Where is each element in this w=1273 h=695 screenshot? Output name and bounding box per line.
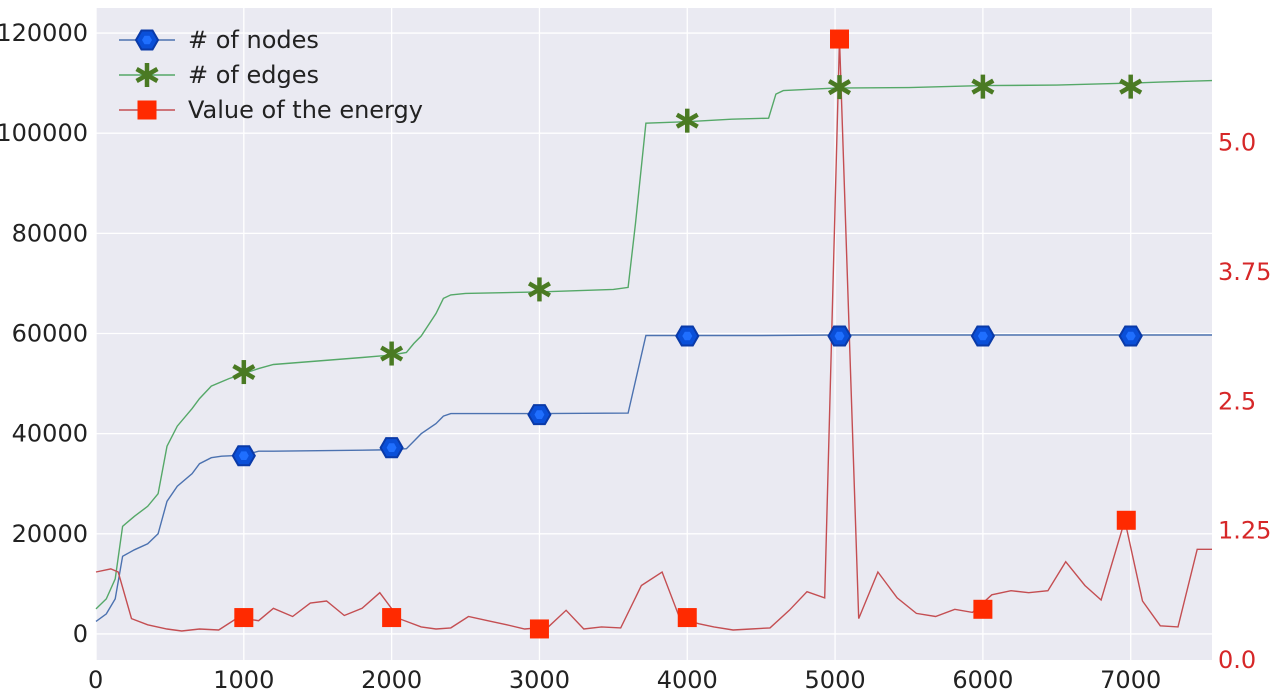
y-tick-label-right: 3.75 (1218, 258, 1271, 286)
x-tick-label: 3000 (509, 666, 570, 694)
edges-marker (232, 360, 256, 385)
star-marker-stroke (675, 112, 699, 129)
legend-entry: Value of the energy (119, 96, 423, 124)
y-tick-label-left: 60000 (12, 319, 88, 347)
energy-marker (1116, 510, 1136, 530)
star-marker-stroke (380, 345, 404, 362)
x-tick-label: 6000 (952, 666, 1013, 694)
star-marker-stroke (827, 79, 852, 96)
edges-marker (675, 108, 699, 133)
nodes-marker (827, 325, 852, 347)
hexagon-marker-core (238, 451, 249, 460)
star-marker-stroke (232, 364, 256, 381)
y-tick-label-right: 0.0 (1218, 646, 1256, 674)
legend-entry: # of edges (119, 61, 319, 89)
nodes-marker (231, 445, 256, 467)
nodes-marker (675, 325, 700, 347)
x-tick-label: 0 (88, 666, 103, 694)
legend-nodes-marker (134, 29, 160, 51)
edges-marker (1119, 74, 1143, 99)
hexagon-marker-core (534, 410, 545, 419)
nodes-marker (527, 404, 552, 426)
star-marker-stroke (971, 78, 995, 95)
nodes-marker (379, 437, 404, 459)
star-marker-stroke (1119, 78, 1143, 95)
energy-marker (234, 608, 254, 628)
energy-marker (382, 608, 402, 628)
legend-label: Value of the energy (188, 96, 423, 124)
grid-layer (95, 8, 1212, 660)
energy-marker (677, 608, 697, 628)
x-tick-label: 7000 (1100, 666, 1161, 694)
y-tick-label-right: 2.5 (1218, 387, 1256, 415)
x-tick-label: 2000 (361, 666, 422, 694)
energy-marker (529, 619, 549, 639)
legend-label: # of edges (188, 61, 319, 89)
y-tick-label-right: 1.25 (1218, 517, 1271, 545)
hexagon-marker-core (1125, 331, 1136, 341)
legend-edges-marker (135, 63, 159, 87)
y-tick-label-right: 5.0 (1218, 129, 1256, 157)
edges-marker (527, 277, 551, 302)
marker-layer (231, 29, 1143, 639)
nodes-marker (1118, 325, 1143, 347)
legend-label: # of nodes (188, 26, 319, 54)
legend: # of nodes # of edges Value of the energy (119, 26, 423, 124)
edges-marker (380, 341, 404, 366)
axis-layer: 0 1000 2000 3000 4000 5000 6000 7000 0 20000 40000… (0, 19, 1271, 694)
y-tick-label-left: 40000 (12, 420, 88, 448)
legend-energy-marker (137, 100, 157, 120)
hexagon-marker-core (834, 331, 845, 341)
hexagon-marker-core (977, 331, 988, 341)
y-tick-label-left: 100000 (0, 119, 88, 147)
y-tick-label-left: 0 (73, 620, 88, 648)
edges-marker (971, 74, 995, 99)
star-marker-stroke (527, 281, 551, 298)
edges-marker (827, 75, 852, 100)
y-tick-label-left: 20000 (12, 520, 88, 548)
energy-series-line (95, 38, 1212, 632)
energy-marker (830, 29, 850, 49)
hexagon-marker-core (682, 331, 693, 341)
hexagon-marker-core (386, 443, 397, 452)
legend-entry: # of nodes (119, 26, 319, 54)
x-tick-label: 1000 (213, 666, 274, 694)
y-tick-label-left: 120000 (0, 19, 88, 47)
nodes-marker (970, 325, 996, 347)
star-marker-stroke (135, 67, 159, 83)
x-tick-label: 5000 (805, 666, 866, 694)
x-tick-label: 4000 (657, 666, 718, 694)
hexagon-marker-core (142, 35, 152, 45)
y-tick-label-left: 80000 (12, 219, 88, 247)
energy-marker (973, 599, 993, 619)
edges-series-line (95, 79, 1213, 610)
